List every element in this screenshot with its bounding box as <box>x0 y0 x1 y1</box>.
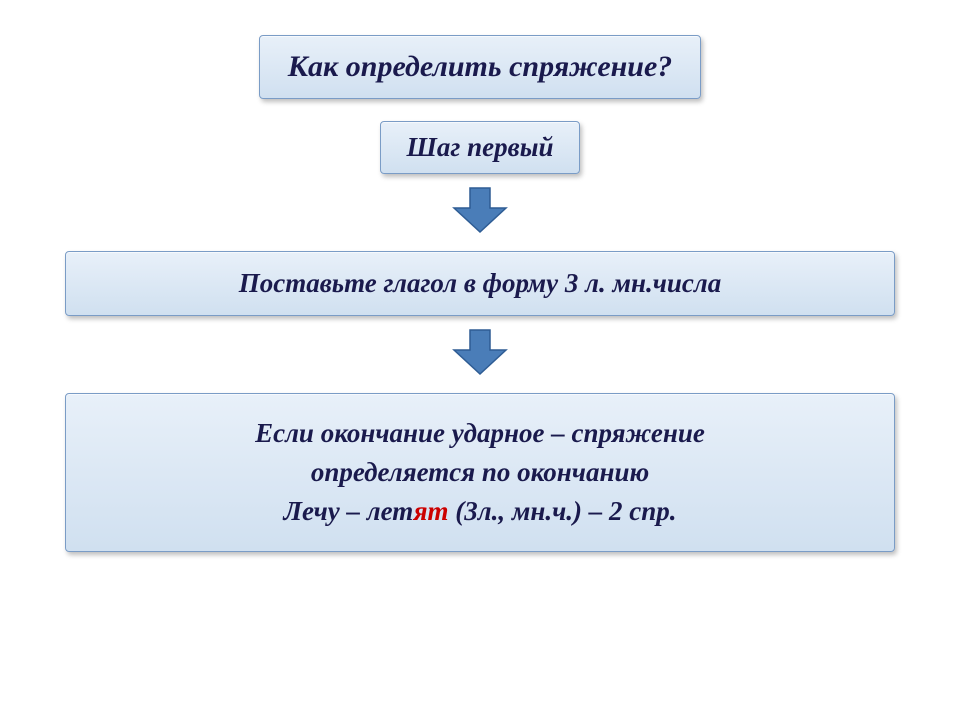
step-box: Шаг первый <box>380 121 581 174</box>
example-prefix: Лечу – лет <box>283 496 413 526</box>
example-highlight: ят <box>414 496 449 526</box>
instruction-box: Поставьте глагол в форму 3 л. мн.числа <box>65 251 895 316</box>
result-line2: определяется по окончанию <box>311 457 649 487</box>
result-box: Если окончание ударное – спряжение опред… <box>65 393 895 552</box>
example-suffix: (3л., мн.ч.) – 2 спр. <box>449 496 677 526</box>
arrow-down-icon <box>452 186 508 239</box>
result-line1: Если окончание ударное – спряжение <box>255 418 705 448</box>
arrow-down-icon <box>452 328 508 381</box>
instruction-text: Поставьте глагол в форму 3 л. мн.числа <box>239 268 722 298</box>
title-text: Как определить спряжение? <box>288 50 673 83</box>
title-box: Как определить спряжение? <box>259 35 702 99</box>
step-text: Шаг первый <box>407 132 554 162</box>
